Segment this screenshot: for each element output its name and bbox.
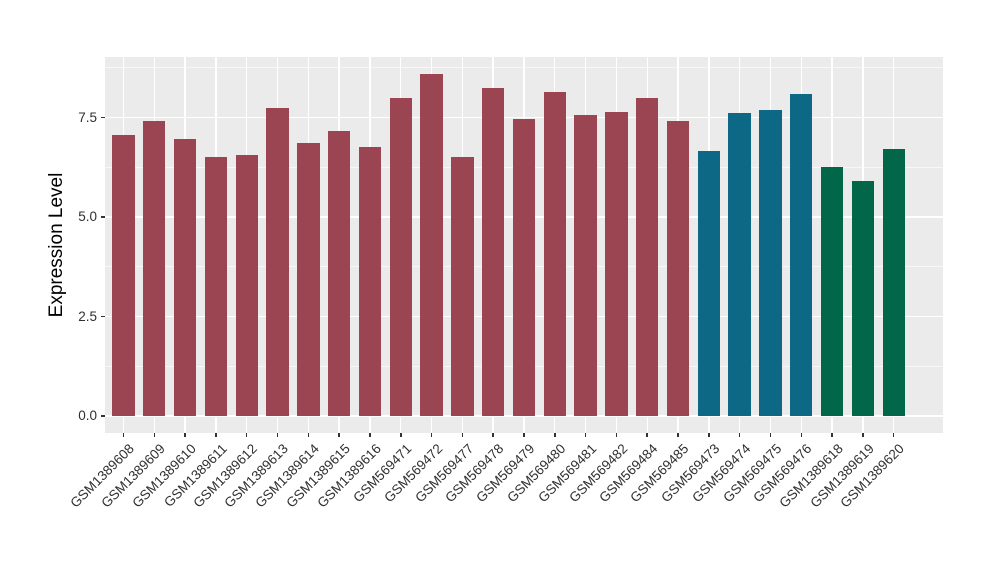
x-tick-mark	[245, 433, 248, 437]
bar-GSM1389608	[112, 135, 135, 416]
bar-GSM569485	[666, 121, 690, 416]
y-tick-mark	[101, 315, 105, 318]
x-tick-mark	[461, 433, 464, 437]
bar-GSM569477	[451, 157, 474, 416]
bar-GSM569481	[574, 115, 597, 416]
x-tick-mark	[523, 433, 525, 437]
y-tick-mark	[101, 415, 105, 417]
x-tick-mark	[677, 433, 679, 437]
x-tick-mark	[338, 433, 340, 437]
x-tick-mark	[862, 433, 864, 437]
x-tick-mark	[554, 433, 556, 437]
x-tick-mark	[831, 433, 833, 437]
bar-GSM569475	[759, 109, 782, 416]
plot-panel	[105, 57, 943, 433]
y-tick-label: 2.5	[78, 308, 97, 324]
x-tick-mark	[276, 433, 279, 437]
x-tick-mark	[769, 433, 772, 437]
x-tick-mark	[430, 433, 433, 437]
x-tick-mark	[215, 433, 217, 437]
bar-GSM569476	[790, 93, 813, 416]
x-tick-mark	[153, 433, 156, 437]
bar-GSM569473	[697, 151, 721, 416]
x-tick-mark	[708, 433, 710, 437]
x-tick-mark	[307, 433, 310, 437]
bar-GSM569474	[728, 113, 751, 416]
x-tick-mark	[584, 433, 587, 437]
y-axis-title: Expression Level	[46, 172, 67, 318]
x-tick-mark	[738, 433, 741, 437]
x-tick-mark	[369, 433, 371, 437]
y-tick-label: 5.0	[78, 209, 97, 225]
bar-GSM1389611	[204, 157, 228, 416]
bar-GSM569472	[420, 73, 443, 416]
x-tick-mark	[184, 433, 186, 437]
bar-GSM1389616	[358, 147, 382, 416]
y-tick-mark	[101, 116, 105, 119]
y-tick-label: 7.5	[78, 109, 97, 125]
y-tick-label: 0.0	[78, 408, 97, 424]
bar-GSM569480	[543, 91, 566, 416]
bar-GSM1389610	[173, 139, 197, 416]
bar-GSM1389612	[235, 155, 258, 416]
bar-GSM569471	[389, 97, 412, 416]
bar-GSM1389619	[851, 181, 875, 416]
x-tick-mark	[492, 433, 494, 437]
bar-GSM1389620	[882, 149, 905, 416]
x-tick-mark	[800, 433, 803, 437]
bar-GSM1389613	[266, 107, 289, 416]
bar-GSM569479	[512, 119, 536, 416]
bar-GSM569482	[605, 111, 628, 416]
bar-GSM1389615	[327, 131, 351, 416]
x-tick-mark	[615, 433, 618, 437]
x-tick-mark	[892, 433, 895, 437]
bar-GSM569478	[481, 87, 505, 416]
y-tick-mark	[101, 216, 105, 218]
bar-GSM1389618	[820, 167, 844, 416]
bar-GSM569484	[636, 97, 659, 416]
x-tick-mark	[400, 433, 402, 437]
x-tick-mark	[122, 433, 125, 437]
bar-GSM1389614	[297, 143, 320, 416]
x-tick-mark	[646, 433, 648, 437]
bar-GSM1389609	[143, 121, 166, 416]
